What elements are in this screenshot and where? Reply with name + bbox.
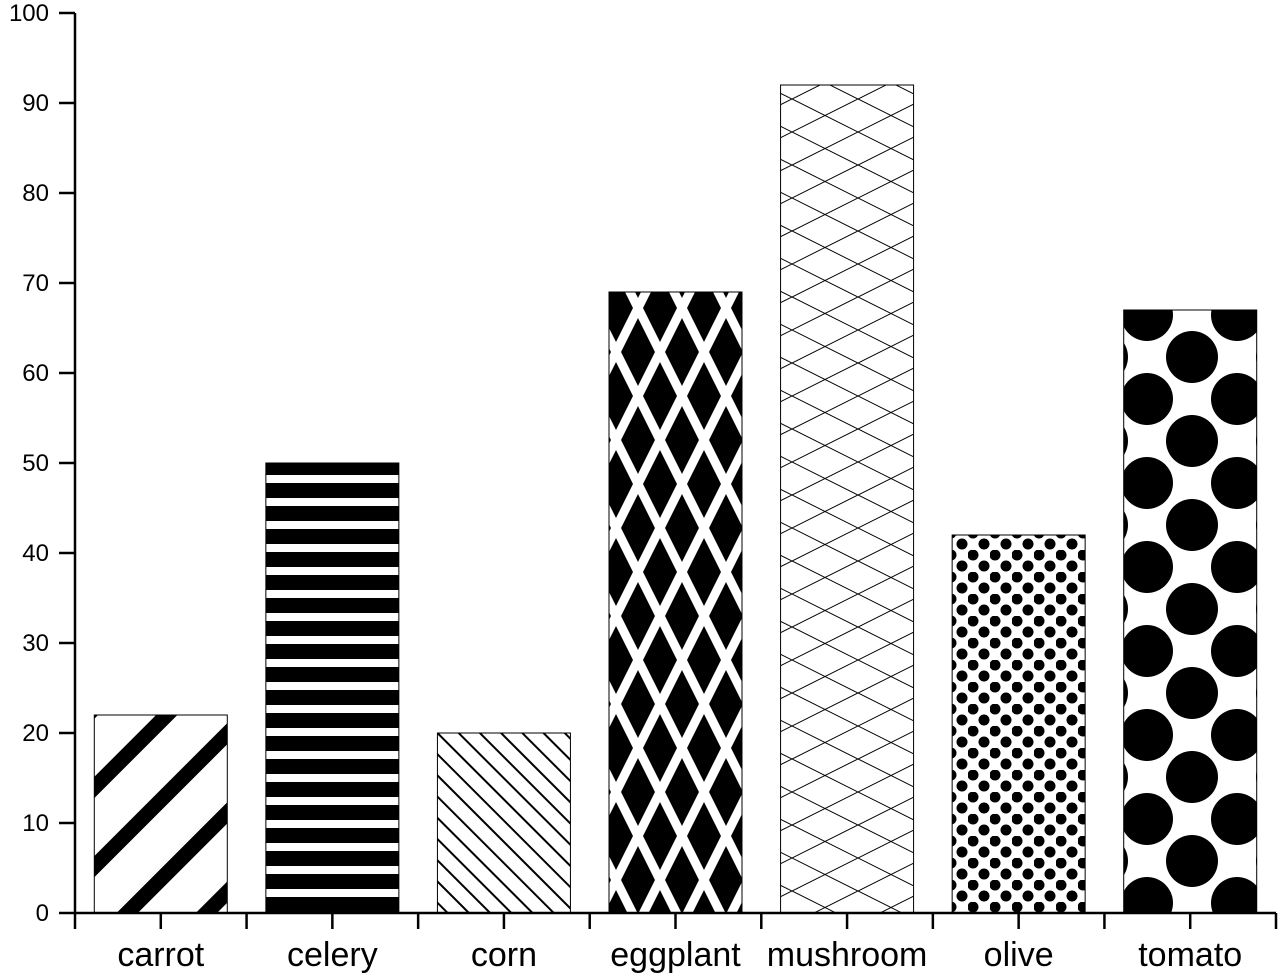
y-tick-label: 90 [22, 90, 49, 117]
bar-mushroom [780, 84, 915, 914]
x-tick-label: olive [984, 936, 1054, 974]
x-tick-label: eggplant [610, 936, 741, 974]
bar-corn [436, 732, 571, 914]
y-tick-label: 40 [22, 540, 49, 567]
y-tick-label: 60 [22, 360, 49, 387]
bar-eggplant [608, 291, 743, 914]
x-tick-label: corn [471, 936, 537, 974]
x-tick-label: celery [287, 936, 378, 974]
x-tick-label: carrot [117, 936, 204, 974]
y-tick-label: 30 [22, 630, 49, 657]
bar-carrot [93, 714, 228, 914]
x-tick-label: tomato [1138, 936, 1242, 974]
bar-celery [265, 462, 400, 914]
y-tick-label: 0 [36, 900, 49, 927]
x-tick-label: mushroom [767, 936, 928, 974]
y-tick-label: 20 [22, 720, 49, 747]
y-tick-label: 50 [22, 450, 49, 477]
y-tick-label: 100 [9, 0, 49, 27]
bar-olive [951, 534, 1086, 914]
bar-tomato [1123, 309, 1258, 914]
y-tick-label: 80 [22, 180, 49, 207]
bars-layer [93, 84, 1258, 914]
y-tick-label: 70 [22, 270, 49, 297]
axes-layer: 0 10 20 30 40 50 60 70 80 90 100 carrot celery corn eg… [9, 0, 1278, 974]
y-tick-label: 10 [22, 810, 49, 837]
